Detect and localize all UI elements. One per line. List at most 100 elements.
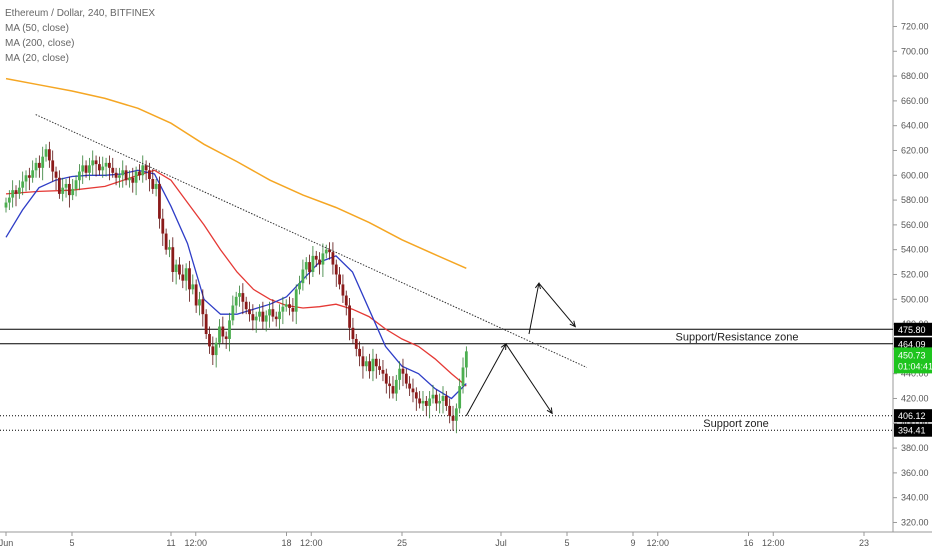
y-tick-label: 560.00 bbox=[901, 220, 929, 230]
candle-body bbox=[221, 326, 225, 337]
candle-body bbox=[31, 170, 35, 178]
projection-arrow-breakout bbox=[528, 283, 540, 335]
candle-body bbox=[348, 305, 351, 328]
candle-body bbox=[451, 415, 455, 421]
candle-body bbox=[148, 170, 151, 179]
candle-body bbox=[234, 296, 238, 306]
candle-body bbox=[434, 394, 438, 404]
candle-body bbox=[224, 336, 228, 339]
candle-body bbox=[71, 188, 75, 196]
candle-body bbox=[364, 361, 368, 367]
candle-body bbox=[11, 190, 15, 198]
candle-body bbox=[121, 170, 125, 176]
y-tick-label: 320.00 bbox=[901, 517, 929, 527]
candle-body bbox=[228, 320, 231, 339]
candle-body bbox=[428, 398, 432, 406]
candle-body bbox=[331, 252, 335, 265]
y-tick-label: 420.00 bbox=[901, 393, 929, 403]
candle-body bbox=[401, 368, 405, 374]
y-tick-label: 680.00 bbox=[901, 71, 929, 81]
x-tick-label: 16 bbox=[743, 538, 753, 548]
candle-body bbox=[201, 299, 205, 315]
y-tick-label: 720.00 bbox=[901, 21, 929, 31]
candle-body bbox=[444, 396, 448, 406]
candle-body bbox=[178, 264, 181, 275]
candle-body bbox=[298, 283, 301, 290]
y-tick-label: 500.00 bbox=[901, 294, 929, 304]
candle-body bbox=[251, 314, 255, 321]
candle-body bbox=[238, 293, 241, 297]
level-tag bbox=[894, 409, 932, 423]
y-tick-label: 520.00 bbox=[901, 269, 929, 279]
y-tick-label: 660.00 bbox=[901, 96, 929, 106]
candle-body bbox=[244, 301, 248, 310]
candle-body bbox=[161, 218, 165, 234]
candle-body bbox=[374, 358, 378, 367]
current-price-label: 450.73 bbox=[898, 350, 926, 360]
candle-body bbox=[14, 190, 18, 194]
candle-body bbox=[37, 162, 41, 168]
candle-body bbox=[141, 165, 145, 176]
candle-body bbox=[408, 383, 412, 389]
candle-body bbox=[204, 314, 208, 334]
candle-body bbox=[231, 305, 235, 321]
candle-body bbox=[114, 172, 118, 178]
candle-body bbox=[414, 392, 418, 399]
candle-body bbox=[341, 284, 345, 296]
candle-body bbox=[461, 367, 465, 387]
candle-body bbox=[284, 304, 288, 307]
candle-body bbox=[268, 309, 271, 316]
candle-body bbox=[218, 326, 221, 343]
candle-body bbox=[308, 262, 311, 272]
candle-body bbox=[261, 311, 265, 322]
candle-body bbox=[74, 180, 78, 189]
candle-body bbox=[354, 338, 358, 349]
y-tick-label: 700.00 bbox=[901, 46, 929, 56]
x-tick-label: 18 bbox=[281, 538, 291, 548]
level-tag bbox=[894, 423, 932, 437]
candle-body bbox=[368, 361, 372, 372]
x-tick-label: 12:00 bbox=[184, 538, 207, 548]
candle-body bbox=[134, 171, 138, 183]
candle-body bbox=[328, 249, 331, 253]
candle-body bbox=[64, 183, 68, 188]
candle-body bbox=[191, 284, 195, 290]
projection-arrow-up bbox=[465, 343, 507, 417]
candle-body bbox=[174, 264, 178, 272]
candle-body bbox=[104, 162, 108, 167]
candle-body bbox=[391, 386, 395, 394]
x-tick-label: 23 bbox=[859, 538, 869, 548]
candle-body bbox=[208, 334, 211, 347]
candle-body bbox=[128, 177, 131, 181]
candle-body bbox=[54, 171, 58, 178]
candle-body bbox=[454, 408, 458, 421]
zone-label: Support/Resistance zone bbox=[676, 332, 799, 344]
candle-body bbox=[418, 398, 422, 404]
legend-ma200: MA (200, close) bbox=[5, 38, 75, 49]
candle-body bbox=[41, 156, 45, 168]
candle-body bbox=[424, 400, 428, 406]
candle-body bbox=[184, 268, 188, 281]
y-tick-label: 600.00 bbox=[901, 170, 929, 180]
candle-body bbox=[51, 160, 55, 172]
y-tick-label: 540.00 bbox=[901, 245, 929, 255]
legend-title: Ethereum / Dollar, 240, BITFINEX bbox=[5, 8, 156, 19]
candle-body bbox=[281, 306, 285, 312]
candle-body bbox=[241, 293, 245, 302]
candle-body bbox=[304, 262, 308, 270]
candle-body bbox=[57, 177, 61, 194]
x-tick-label: 5 bbox=[564, 538, 569, 548]
current-price-tag bbox=[894, 347, 932, 374]
candle-body bbox=[164, 233, 168, 250]
candle-body bbox=[144, 165, 148, 171]
level-tag-label: 394.41 bbox=[898, 426, 926, 436]
candle-body bbox=[404, 373, 408, 384]
projection-arrow-pullback-head bbox=[569, 320, 576, 328]
candle-body bbox=[168, 247, 171, 250]
candle-body bbox=[81, 165, 85, 172]
candle-body bbox=[194, 284, 198, 306]
candle-body bbox=[214, 342, 218, 356]
countdown-label: 01:04:41 bbox=[898, 361, 932, 371]
candle-body bbox=[151, 179, 155, 189]
